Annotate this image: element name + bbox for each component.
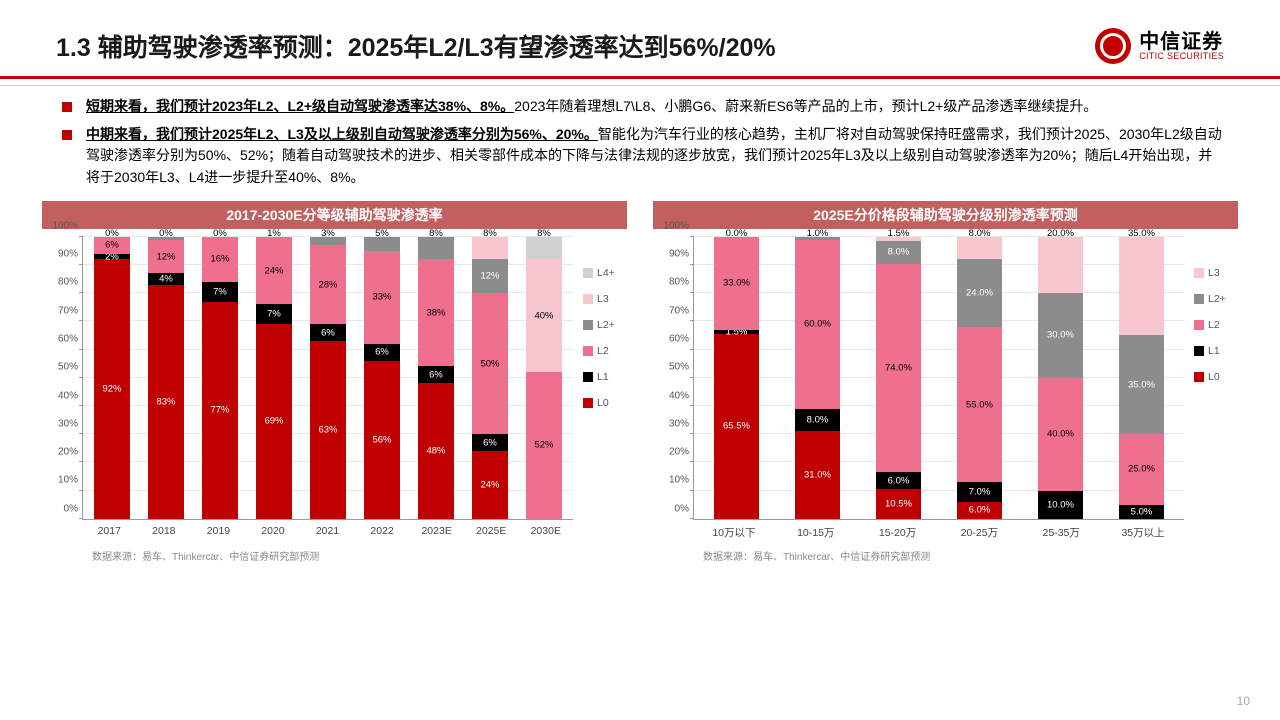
bullet-icon — [62, 130, 72, 140]
charts-row: 2017-2030E分等级辅助驾驶渗透率 0%10%20%30%40%50%60… — [0, 195, 1280, 563]
divider-red — [0, 76, 1280, 79]
chart-left: 2017-2030E分等级辅助驾驶渗透率 0%10%20%30%40%50%60… — [42, 201, 627, 563]
divider-thin — [0, 85, 1280, 86]
chart-left-title: 2017-2030E分等级辅助驾驶渗透率 — [42, 201, 627, 229]
body-text: 短期来看，我们预计2023年L2、L2+级自动驾驶渗透率达38%、8%。2023… — [0, 96, 1280, 189]
page-number: 10 — [1237, 694, 1250, 708]
company-logo: 中信证券 CITIC SECURITIES — [1095, 28, 1224, 64]
chart-right-source: 数据来源：易车、Thinkercar、中信证券研究部预测 — [653, 542, 1238, 563]
chart-right-title: 2025E分价格段辅助驾驶分级别渗透率预测 — [653, 201, 1238, 229]
bullet-icon — [62, 102, 72, 112]
chart-left-source: 数据来源：易车、Thinkercar、中信证券研究部预测 — [42, 542, 627, 563]
bullet-1: 短期来看，我们预计2023年L2、L2+级自动驾驶渗透率达38%、8%。2023… — [56, 96, 1224, 118]
chart-right-legend: L3L2+L2L1L0 — [1188, 237, 1238, 542]
chart-right: 2025E分价格段辅助驾驶分级别渗透率预测 0%10%20%30%40%50%6… — [653, 201, 1238, 563]
chart-left-plot: 0%10%20%30%40%50%60%70%80%90%100%92%2%6%… — [42, 237, 577, 542]
bullet-2: 中期来看，我们预计2025年L2、L3及以上级别自动驾驶渗透率分别为56%、20… — [56, 124, 1224, 189]
slide-header: 1.3 辅助驾驶渗透率预测：2025年L2/L3有望渗透率达到56%/20% 中… — [0, 0, 1280, 76]
logo-icon — [1095, 28, 1131, 64]
logo-cn: 中信证券 — [1139, 32, 1224, 52]
logo-en: CITIC SECURITIES — [1139, 52, 1224, 61]
slide-title: 1.3 辅助驾驶渗透率预测：2025年L2/L3有望渗透率达到56%/20% — [56, 28, 776, 64]
chart-left-legend: L4+L3L2+L2L1L0 — [577, 237, 627, 542]
chart-right-plot: 0%10%20%30%40%50%60%70%80%90%100%65.5%1.… — [653, 237, 1188, 542]
